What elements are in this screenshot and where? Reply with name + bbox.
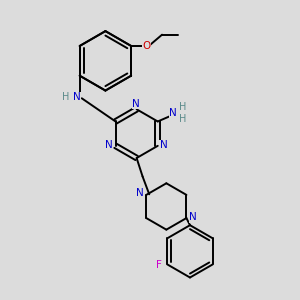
- Text: N: N: [136, 188, 144, 197]
- Text: N: N: [105, 140, 113, 150]
- Text: F: F: [156, 260, 162, 270]
- Text: N: N: [132, 99, 140, 109]
- Text: H: H: [179, 114, 186, 124]
- Text: N: N: [73, 92, 81, 102]
- Text: H: H: [62, 92, 69, 102]
- Text: N: N: [160, 140, 168, 150]
- Text: N: N: [189, 212, 197, 223]
- Text: N: N: [169, 108, 177, 118]
- Text: O: O: [142, 41, 151, 51]
- Text: H: H: [179, 103, 186, 112]
